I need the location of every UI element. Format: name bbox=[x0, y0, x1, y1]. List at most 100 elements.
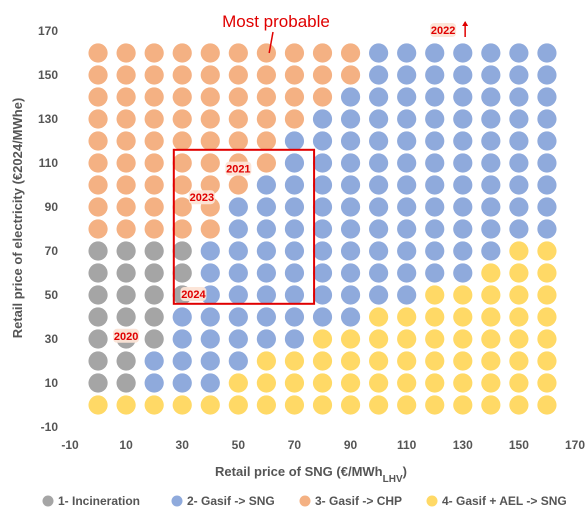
data-point bbox=[200, 395, 220, 415]
data-point bbox=[453, 351, 473, 371]
data-point bbox=[537, 373, 557, 393]
data-point bbox=[537, 87, 557, 107]
data-point bbox=[481, 263, 501, 283]
legend-label: 3- Gasif -> CHP bbox=[315, 494, 402, 508]
data-point bbox=[509, 197, 529, 217]
year-label: 2021 bbox=[226, 164, 250, 176]
data-point bbox=[228, 43, 248, 63]
data-point bbox=[312, 307, 333, 327]
data-point bbox=[200, 131, 220, 151]
data-point bbox=[256, 285, 276, 305]
data-point bbox=[453, 109, 473, 129]
year-label: 2022 bbox=[431, 25, 455, 37]
data-point bbox=[228, 87, 248, 107]
x-axis-title-subscript: LHV bbox=[383, 474, 403, 485]
data-point bbox=[144, 329, 164, 349]
data-point bbox=[256, 373, 276, 393]
data-point bbox=[144, 373, 164, 393]
data-point bbox=[116, 241, 136, 261]
data-point bbox=[425, 307, 445, 327]
data-point bbox=[256, 241, 276, 261]
data-point bbox=[200, 351, 220, 371]
data-point bbox=[537, 263, 557, 283]
data-point bbox=[425, 351, 445, 371]
data-point bbox=[369, 263, 389, 283]
data-point bbox=[312, 65, 333, 85]
data-point bbox=[256, 307, 276, 327]
data-point bbox=[369, 241, 389, 261]
data-point bbox=[116, 43, 136, 63]
data-point bbox=[88, 87, 108, 107]
year-label-background bbox=[188, 190, 215, 205]
data-point bbox=[116, 307, 136, 327]
data-point bbox=[453, 153, 473, 173]
data-point bbox=[116, 285, 136, 305]
x-axis-title: Retail price of SNG (€/MWhLHV) bbox=[215, 464, 407, 485]
data-point bbox=[172, 131, 192, 151]
data-point bbox=[144, 153, 164, 173]
data-point bbox=[425, 197, 445, 217]
data-point bbox=[509, 329, 529, 349]
data-point bbox=[537, 219, 557, 239]
data-point bbox=[88, 351, 108, 371]
data-point bbox=[369, 43, 389, 63]
data-point bbox=[312, 197, 333, 217]
data-point bbox=[312, 351, 333, 371]
data-point bbox=[284, 351, 305, 371]
data-point bbox=[228, 373, 248, 393]
data-point bbox=[88, 131, 108, 151]
data-point bbox=[312, 395, 333, 415]
data-point bbox=[481, 329, 501, 349]
data-point bbox=[88, 197, 108, 217]
data-point bbox=[88, 285, 108, 305]
data-point bbox=[340, 175, 361, 195]
data-point bbox=[228, 307, 248, 327]
legend-marker bbox=[426, 495, 438, 507]
data-point bbox=[369, 395, 389, 415]
data-point bbox=[144, 131, 164, 151]
data-point bbox=[397, 307, 417, 327]
data-point bbox=[284, 131, 305, 151]
data-point bbox=[256, 351, 276, 371]
data-point bbox=[172, 373, 192, 393]
data-point bbox=[200, 175, 220, 195]
data-point bbox=[200, 263, 220, 283]
data-point bbox=[397, 329, 417, 349]
data-point bbox=[172, 395, 192, 415]
data-point bbox=[481, 131, 501, 151]
x-axis-title-suffix: ) bbox=[403, 464, 407, 479]
data-point bbox=[340, 219, 361, 239]
data-point bbox=[369, 109, 389, 129]
y-tick-label: 130 bbox=[38, 112, 58, 126]
data-point bbox=[172, 175, 192, 195]
data-point bbox=[425, 87, 445, 107]
data-point bbox=[88, 241, 108, 261]
data-point bbox=[369, 175, 389, 195]
data-point bbox=[312, 153, 333, 173]
data-point bbox=[509, 351, 529, 371]
data-point bbox=[397, 153, 417, 173]
data-point bbox=[537, 43, 557, 63]
data-point bbox=[228, 197, 248, 217]
x-tick-label: 170 bbox=[565, 438, 585, 452]
data-point bbox=[228, 285, 248, 305]
data-point bbox=[397, 351, 417, 371]
data-point bbox=[228, 175, 248, 195]
data-point bbox=[312, 131, 333, 151]
data-point bbox=[340, 153, 361, 173]
data-point bbox=[340, 395, 361, 415]
x-tick-label: 150 bbox=[509, 438, 529, 452]
data-point bbox=[228, 109, 248, 129]
data-point bbox=[425, 131, 445, 151]
data-point bbox=[284, 307, 305, 327]
x-tick-label: 30 bbox=[176, 438, 190, 452]
data-point bbox=[144, 351, 164, 371]
data-point bbox=[481, 153, 501, 173]
y-tick-label: -10 bbox=[41, 420, 59, 434]
data-point bbox=[284, 87, 305, 107]
most-probable-pointer bbox=[268, 31, 274, 54]
data-point bbox=[509, 219, 529, 239]
data-point bbox=[228, 241, 248, 261]
data-point bbox=[340, 43, 361, 63]
data-point bbox=[200, 329, 220, 349]
